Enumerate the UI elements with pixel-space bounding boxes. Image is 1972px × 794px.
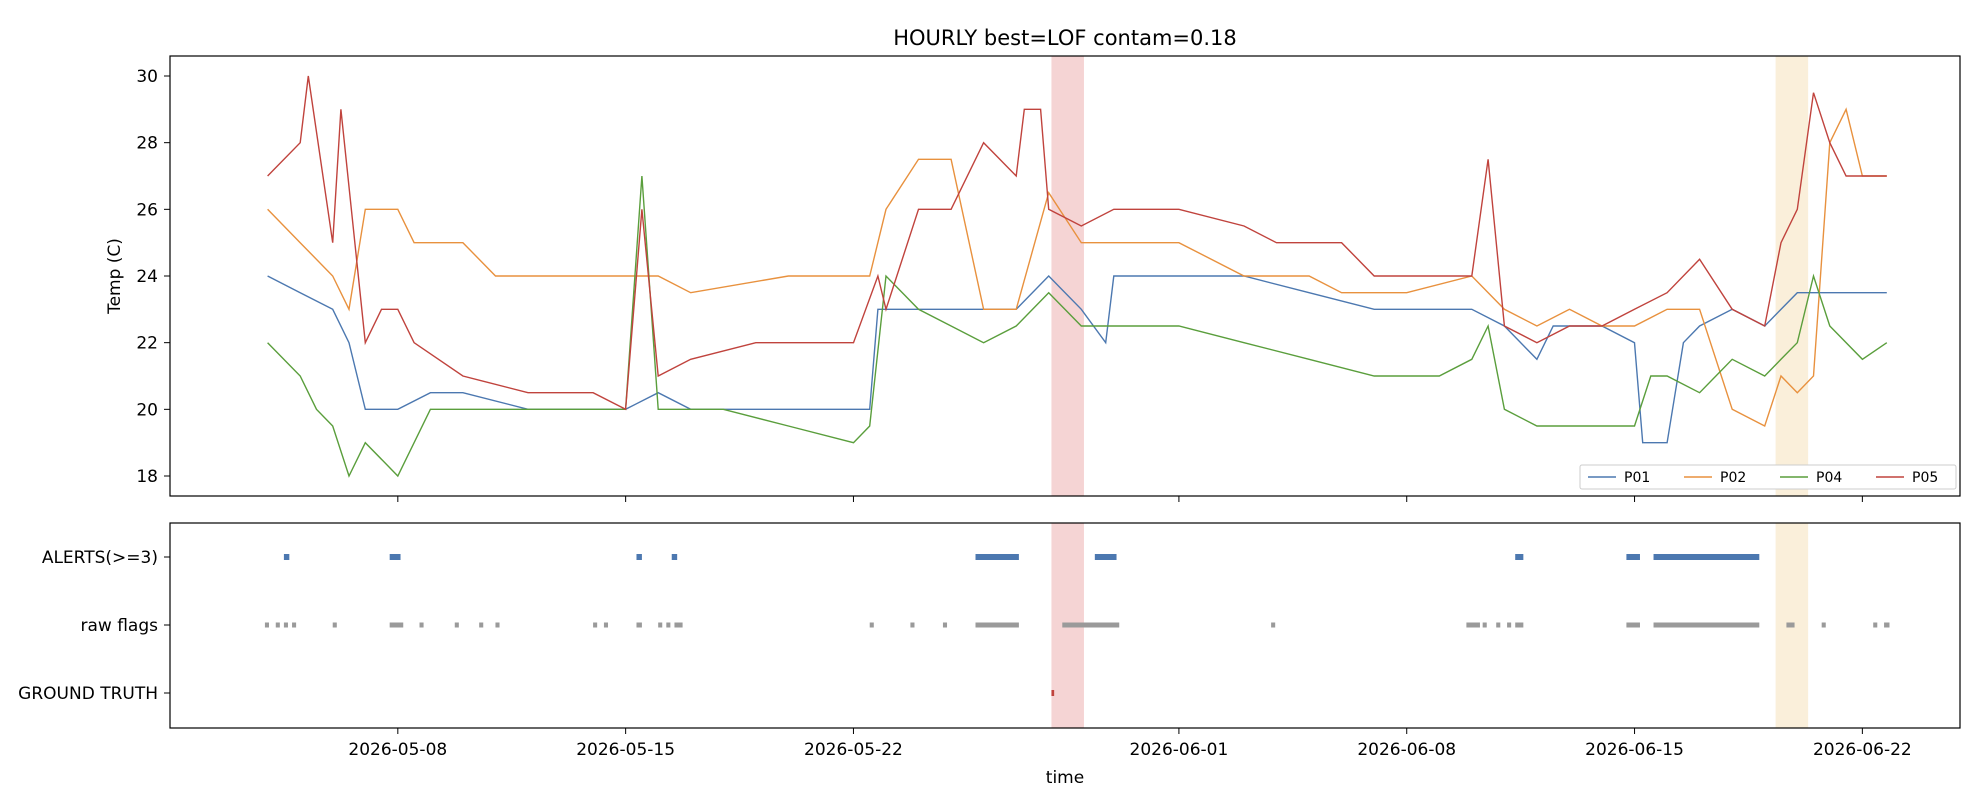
y-tick-label: 20: [136, 400, 158, 420]
event-mark-raw-flags: [1515, 622, 1524, 628]
event-mark-alerts-3: [636, 554, 642, 560]
event-mark-raw-flags: [593, 622, 598, 628]
legend-label-p01: P01: [1624, 470, 1650, 486]
event-mark-raw-flags: [264, 622, 269, 628]
event-mark-raw-flags: [1496, 622, 1501, 628]
event-mark-raw-flags: [1821, 622, 1826, 628]
event-mark-raw-flags: [454, 622, 459, 628]
event-mark-raw-flags: [942, 622, 948, 628]
event-mark-raw-flags: [1507, 622, 1512, 628]
event-mark-raw-flags: [603, 622, 609, 628]
event-mark-raw-flags: [495, 622, 500, 628]
event-mark-raw-flags: [479, 622, 484, 628]
x-tick-label: 2026-06-22: [1813, 740, 1912, 760]
series-line-p05: [267, 75, 1887, 411]
x-tick-label: 2026-06-08: [1357, 740, 1456, 760]
top-x-ticks: [397, 496, 1863, 502]
top-y-axis: 18 20 22 24 26 28 30: [136, 67, 170, 487]
event-mark-raw-flags: [275, 622, 280, 628]
legend-label-p05: P05: [1912, 470, 1938, 486]
event-mark-alerts-3: [389, 554, 401, 560]
event-mark-raw-flags: [1271, 622, 1276, 628]
bottom-x-axis: 2026-05-08 2026-05-15 2026-05-22 2026-06-01…: [348, 728, 1912, 760]
bottom-shaded-regions: [1051, 523, 1809, 728]
event-mark-raw-flags: [1653, 622, 1760, 628]
event-mark-raw-flags: [332, 622, 337, 628]
event-mark-raw-flags: [292, 622, 297, 628]
event-mark-raw-flags: [869, 622, 874, 628]
event-mark-alerts-3: [283, 554, 290, 560]
bottom-event-marks: [264, 554, 1890, 696]
y-tick-label: 26: [136, 200, 158, 220]
event-mark-raw-flags: [674, 622, 683, 628]
event-mark-raw-flags: [636, 622, 642, 628]
event-mark-raw-flags: [1482, 622, 1487, 628]
legend-items: P01 P02 P04 P05: [1588, 470, 1938, 486]
event-mark-raw-flags: [910, 622, 915, 628]
legend-box: [1579, 464, 1957, 490]
event-mark-raw-flags: [283, 622, 288, 628]
series-line-p02: [267, 107, 1887, 427]
legend: P01 P02 P04 P05: [1579, 464, 1957, 490]
legend-label-p04: P04: [1816, 470, 1842, 486]
row-label: ALERTS(>=3): [42, 548, 158, 568]
x-tick-label: 2026-05-08: [348, 740, 447, 760]
bottom-y-axis: ALERTS(>=3) raw flags GROUND TRUTH: [18, 548, 170, 704]
series-line-p04: [267, 175, 1888, 478]
event-mark-ground-truth: [1051, 690, 1055, 696]
event-mark-alerts-3: [1653, 554, 1760, 560]
x-tick-label: 2026-05-22: [804, 740, 903, 760]
event-mark-alerts-3: [975, 554, 1019, 560]
y-axis-label: Temp (C): [105, 238, 125, 315]
x-tick-label: 2026-06-01: [1130, 740, 1229, 760]
x-tick-label: 2026-05-15: [576, 740, 675, 760]
event-mark-raw-flags: [1062, 622, 1120, 628]
event-mark-alerts-3: [1094, 554, 1117, 560]
x-axis-label: time: [1046, 768, 1084, 788]
chart-title: HOURLY best=LOF contam=0.18: [893, 26, 1237, 50]
event-mark-raw-flags: [1466, 622, 1480, 628]
top-series-lines: [267, 75, 1888, 478]
y-tick-label: 18: [136, 467, 158, 487]
x-tick-label: 2026-06-15: [1585, 740, 1684, 760]
top-shaded-regions: [1051, 56, 1809, 496]
event-mark-raw-flags: [1786, 622, 1795, 628]
event-mark-raw-flags: [975, 622, 1019, 628]
highlight-region: [1051, 56, 1084, 496]
y-tick-label: 28: [136, 134, 158, 154]
event-mark-raw-flags: [419, 622, 424, 628]
event-mark-raw-flags: [1873, 622, 1878, 628]
legend-label-p02: P02: [1720, 470, 1746, 486]
y-tick-label: 24: [136, 267, 158, 287]
row-label: raw flags: [81, 616, 159, 636]
event-mark-raw-flags: [666, 622, 671, 628]
event-mark-raw-flags: [1626, 622, 1640, 628]
event-mark-raw-flags: [1884, 622, 1890, 628]
y-tick-label: 22: [136, 334, 158, 354]
row-label: GROUND TRUTH: [18, 684, 158, 704]
event-mark-alerts-3: [1515, 554, 1524, 560]
event-mark-raw-flags: [389, 622, 404, 628]
series-line-p01: [267, 274, 1887, 444]
y-tick-label: 30: [136, 67, 158, 87]
highlight-region: [1775, 56, 1809, 496]
event-mark-alerts-3: [671, 554, 678, 560]
event-mark-raw-flags: [658, 622, 663, 628]
event-mark-alerts-3: [1626, 554, 1640, 560]
